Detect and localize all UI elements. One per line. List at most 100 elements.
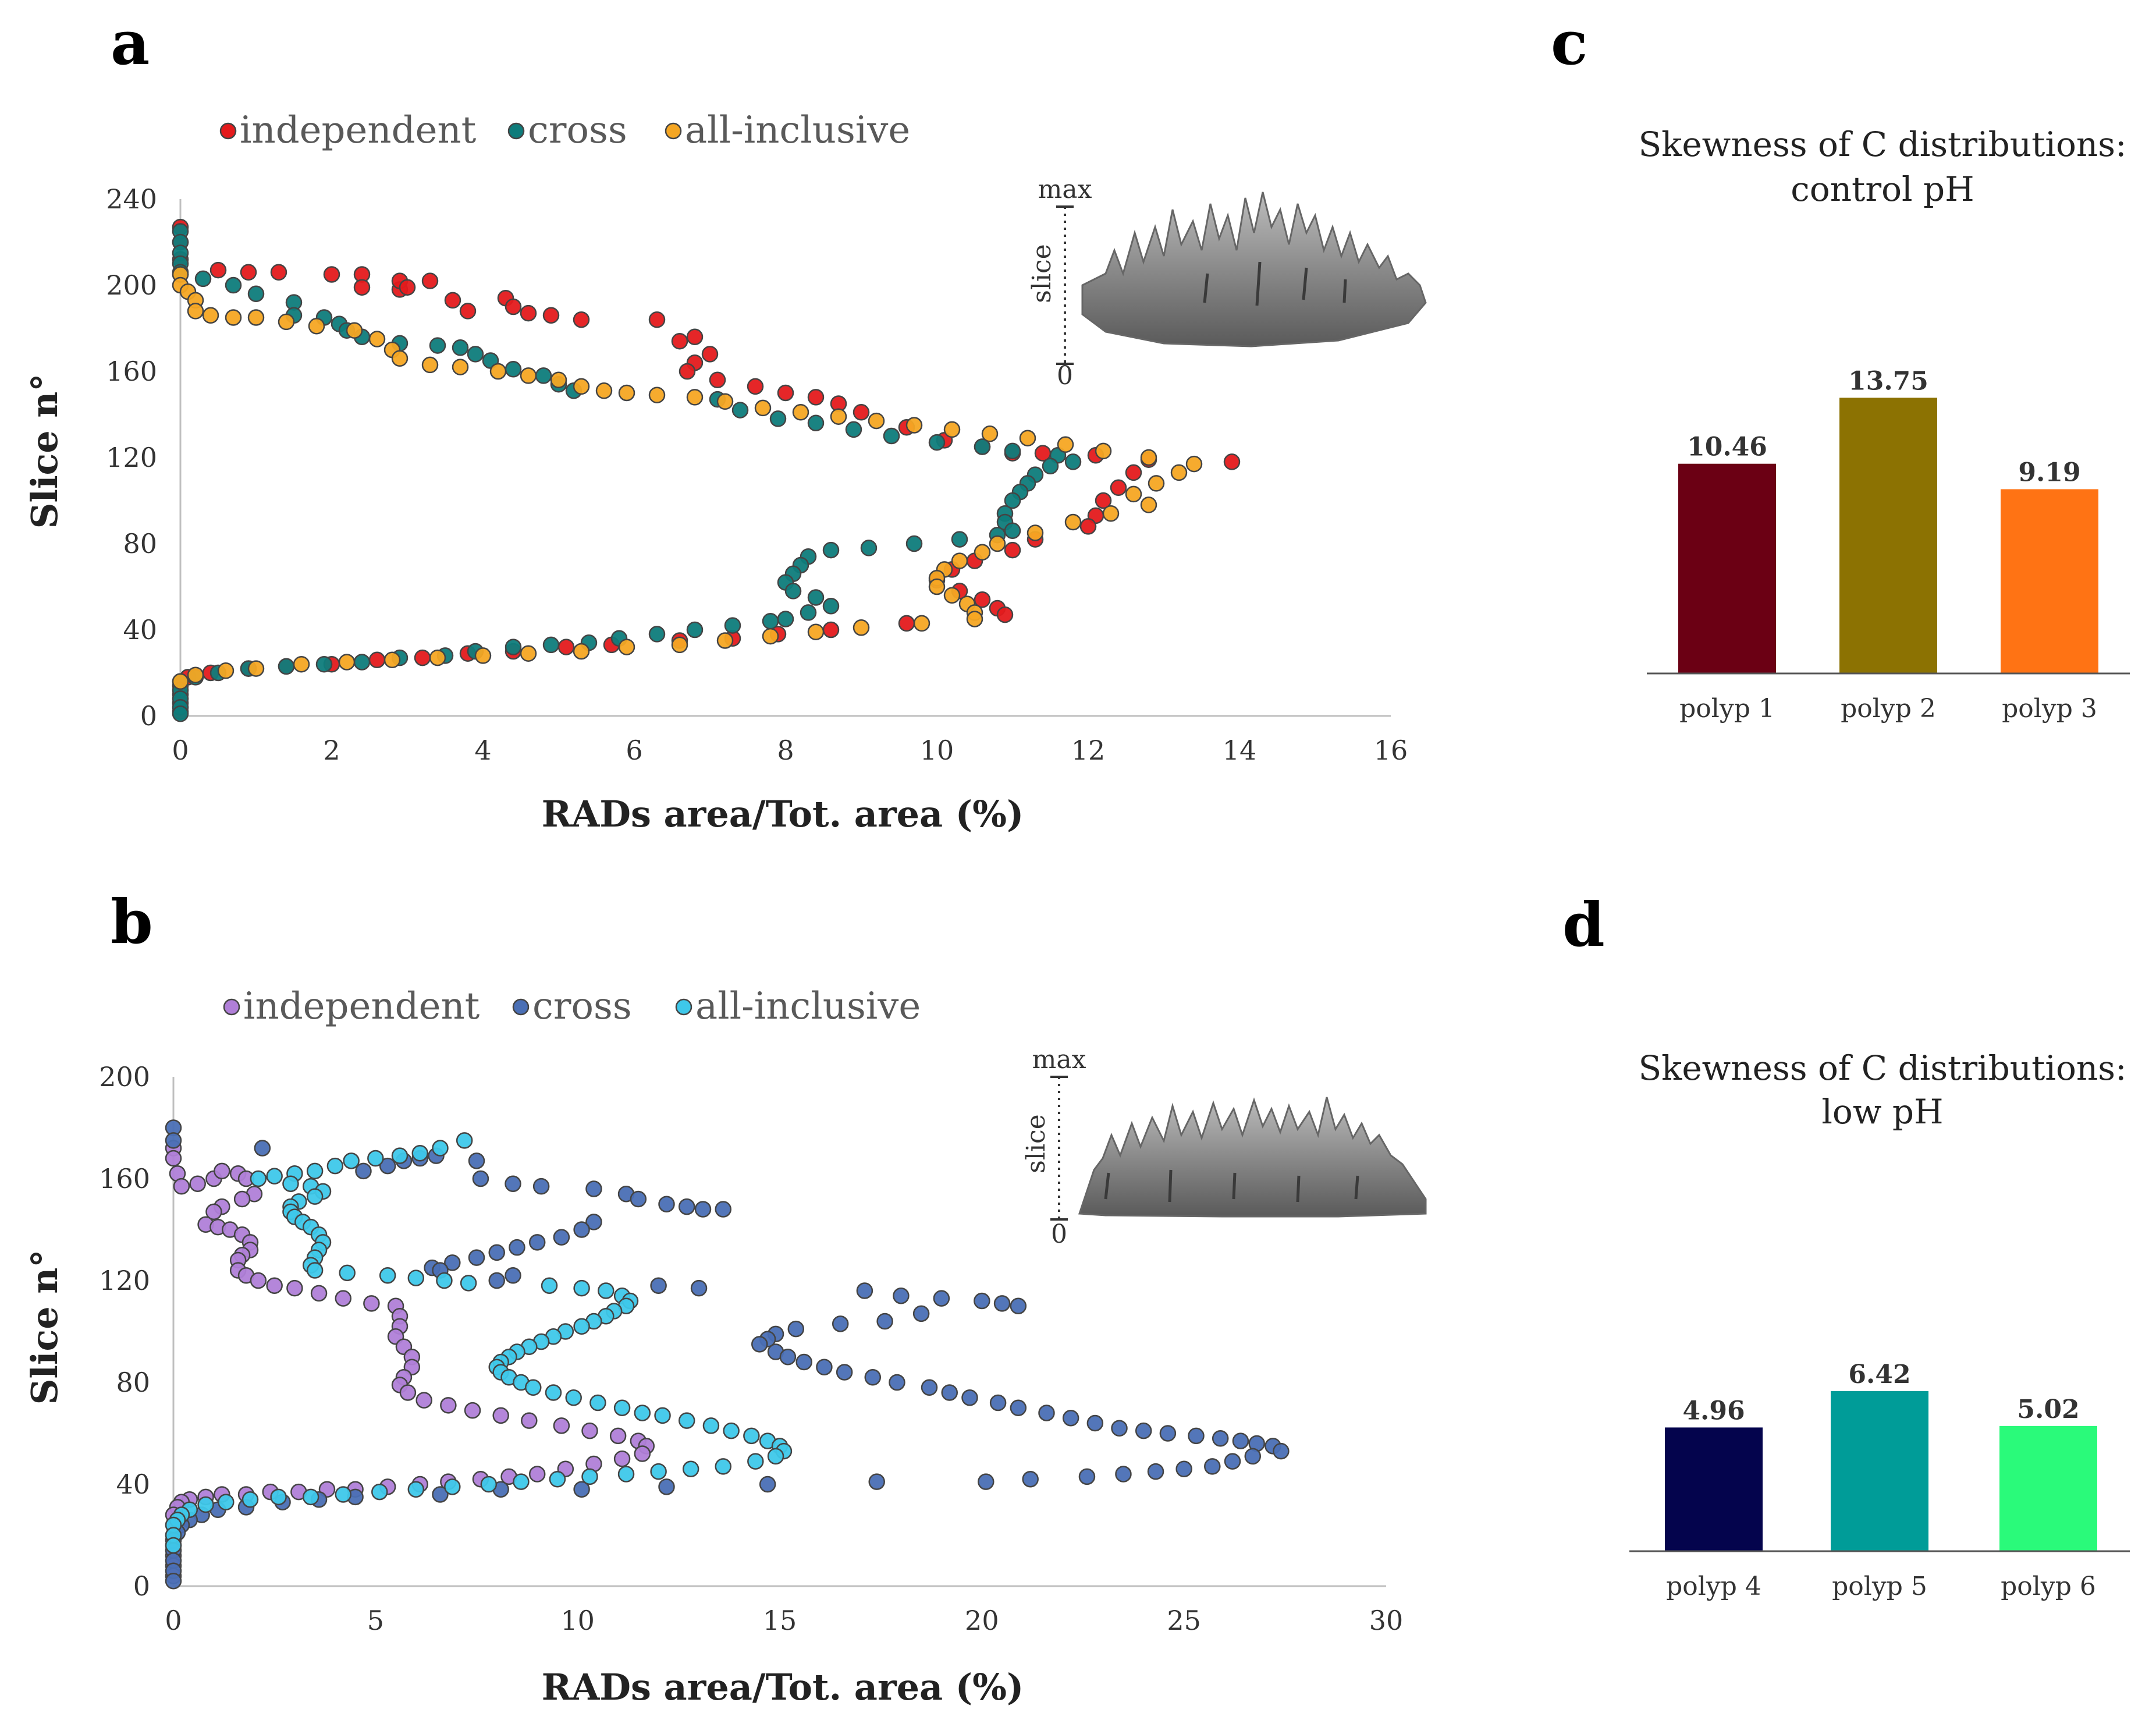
data-point-all-inclusive — [913, 615, 930, 632]
data-point-cross — [1022, 1471, 1039, 1488]
data-point-all-inclusive — [225, 309, 242, 326]
data-point-cross — [807, 414, 825, 432]
data-point-cross — [822, 541, 840, 559]
x-tick-label-a: 12 — [1071, 735, 1106, 766]
data-point-all-inclusive — [1019, 430, 1036, 446]
data-point-cross — [1078, 1468, 1096, 1485]
x-tick-label-a: 2 — [323, 735, 340, 766]
data-point-all-inclusive — [250, 1170, 267, 1187]
data-point-cross — [535, 367, 552, 384]
data-point-cross — [836, 1364, 853, 1381]
polyp-shadow-a — [1203, 261, 1347, 306]
bar-category-label: polyp 2 — [1841, 694, 1936, 724]
data-point-independent — [464, 1402, 481, 1419]
panel-letter-a: a — [111, 7, 150, 79]
data-point-cross — [1111, 1420, 1128, 1437]
data-point-all-inclusive — [1140, 497, 1157, 513]
bar-value-label: 6.42 — [1848, 1360, 1910, 1389]
data-point-cross — [822, 598, 840, 615]
data-point-all-inclusive — [573, 378, 590, 395]
data-point-cross — [993, 1295, 1011, 1312]
data-point-cross — [974, 1292, 990, 1310]
data-point-cross — [883, 427, 900, 445]
data-point-cross — [694, 1201, 712, 1218]
data-point-cross — [355, 1162, 372, 1180]
scatter-chart-a: independent cross all-inclusive 0 2 4 6 8 10 12 1… — [23, 109, 1408, 835]
data-point-all-inclusive — [407, 1269, 425, 1286]
legend-label-all-inclusive: all-inclusive — [685, 109, 910, 152]
data-point-cross — [467, 346, 484, 363]
data-point-cross — [787, 1320, 805, 1338]
x-tick-label-b: 5 — [367, 1605, 384, 1636]
bar-polyp-3 — [2001, 489, 2098, 673]
data-point-all-inclusive — [391, 1147, 409, 1164]
legend-label-cross: cross — [532, 985, 632, 1028]
x-tick-label-a: 10 — [920, 735, 954, 766]
data-point-independent — [444, 292, 461, 309]
data-point-all-inclusive — [951, 552, 968, 569]
data-point-cross — [172, 705, 189, 722]
data-point-cross — [432, 1486, 449, 1503]
x-tick-label-a: 6 — [626, 735, 642, 766]
data-point-cross — [751, 1336, 768, 1353]
legend-label-independent: independent — [243, 985, 480, 1028]
data-point-all-inclusive — [302, 1488, 319, 1506]
data-point-independent — [520, 304, 537, 322]
data-point-cross — [731, 402, 749, 419]
bar-value-label: 13.75 — [1848, 366, 1928, 396]
series-all-inclusive-a — [172, 266, 1203, 690]
bar-polyp-5 — [1831, 1391, 1928, 1551]
data-point-cross — [472, 1170, 489, 1187]
data-point-cross — [1159, 1425, 1177, 1442]
data-point-cross — [832, 1315, 849, 1332]
data-point-cross — [1147, 1463, 1164, 1480]
data-point-all-inclusive — [217, 662, 235, 679]
data-point-all-inclusive — [1140, 449, 1157, 466]
data-point-cross — [961, 1389, 978, 1406]
data-point-all-inclusive — [807, 623, 825, 640]
y-tick-label-b: 200 — [99, 1061, 150, 1093]
data-point-independent — [363, 1295, 380, 1312]
data-point-cross — [505, 1267, 521, 1284]
data-point-independent — [634, 1445, 651, 1462]
data-point-all-inclusive — [293, 655, 310, 673]
data-point-all-inclusive — [266, 1168, 283, 1185]
x-tick-label-b: 10 — [560, 1605, 595, 1636]
data-point-cross — [468, 1152, 485, 1169]
y-tick-label-a: 40 — [123, 614, 157, 646]
data-point-all-inclusive — [682, 1460, 699, 1477]
data-point-all-inclusive — [411, 1145, 428, 1162]
legend-marker-all-inclusive — [665, 122, 682, 140]
y-tick-label-a: 80 — [123, 528, 157, 559]
data-point-all-inclusive — [456, 1132, 473, 1149]
data-point-cross — [876, 1313, 893, 1330]
data-point-all-inclusive — [306, 1262, 324, 1279]
data-point-all-inclusive — [678, 1412, 695, 1429]
data-point-all-inclusive — [981, 425, 999, 442]
data-point-all-inclusive — [573, 1318, 590, 1335]
y-tick-label-b: 120 — [99, 1265, 150, 1296]
legend-marker-cross — [507, 122, 525, 140]
legend-a: independent cross all-inclusive — [219, 109, 910, 152]
bar-value-label: 4.96 — [1682, 1396, 1745, 1425]
data-point-cross — [989, 1394, 1007, 1412]
data-point-cross — [225, 276, 242, 294]
data-point-independent — [415, 1392, 432, 1409]
data-point-cross — [488, 1244, 505, 1261]
data-point-cross — [573, 1481, 590, 1498]
data-point-all-inclusive — [1148, 475, 1165, 492]
x-tick-label-b: 15 — [763, 1605, 797, 1636]
data-point-cross — [488, 1272, 505, 1289]
data-point-independent — [440, 1397, 457, 1414]
data-point-independent — [671, 332, 688, 350]
legend-marker-independent — [223, 998, 240, 1016]
data-point-all-inclusive — [172, 673, 189, 690]
data-point-all-inclusive — [747, 1453, 764, 1470]
bars-c: 10.46 polyp 1 13.75 polyp 2 9.19 polyp 3 — [1647, 366, 2130, 724]
data-point-cross — [1232, 1432, 1249, 1449]
legend-marker-all-inclusive — [675, 998, 692, 1016]
data-point-independent — [974, 591, 991, 608]
data-point-all-inclusive — [407, 1481, 425, 1498]
data-point-all-inclusive — [282, 1175, 299, 1192]
